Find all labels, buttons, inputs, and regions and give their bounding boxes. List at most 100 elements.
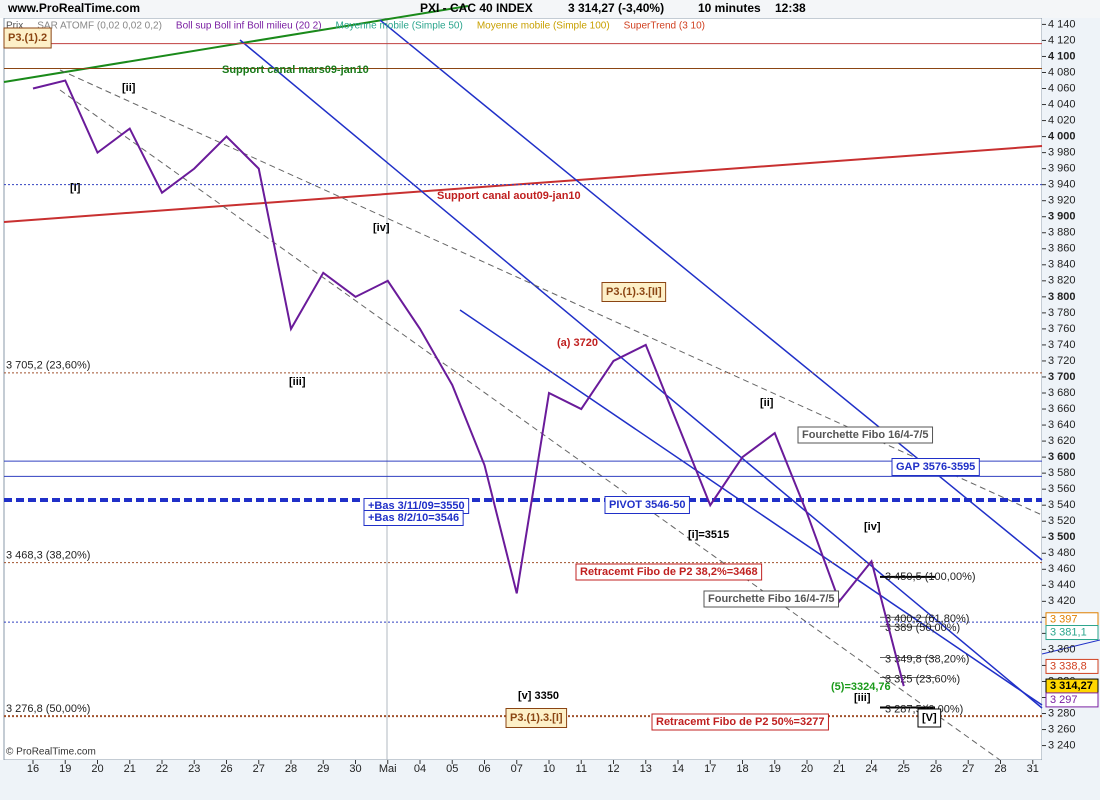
annotation: PIVOT 3546-50: [609, 499, 685, 511]
price-tag-label: 3 338,8: [1050, 660, 1087, 672]
y-tick-label: 3 920: [1048, 195, 1076, 207]
x-tick-label: 28: [994, 763, 1006, 775]
trend-line: [239, 39, 1043, 709]
price-tag: [1045, 692, 1099, 708]
annotation-box: [797, 426, 934, 444]
annotation-box: [891, 458, 980, 476]
x-tick-label: 20: [801, 763, 813, 775]
y-tick-label: 3 460: [1048, 563, 1076, 575]
x-tick-label: 28: [285, 763, 297, 775]
annotation-box: [505, 708, 568, 728]
x-tick-label: 12: [607, 763, 619, 775]
y-tick-label: 4 140: [1048, 18, 1076, 30]
instrument: PXI - CAC 40 INDEX: [420, 1, 533, 15]
y-tick-label: 3 420: [1048, 595, 1076, 607]
x-tick-label: 13: [640, 763, 652, 775]
y-tick-label: 3 580: [1048, 467, 1076, 479]
y-tick-label: 4 020: [1048, 114, 1076, 126]
y-tick-label: 4 060: [1048, 82, 1076, 94]
y-tick-label: 3 680: [1048, 387, 1076, 399]
fibo-label: 3 349,8 (38,20%): [885, 654, 969, 666]
y-tick-label: 3 440: [1048, 579, 1076, 591]
annotation: +Bas 8/2/10=3546: [368, 512, 459, 524]
fibo-label: 3 389 (50,00%): [885, 622, 960, 634]
y-tick-label: 3 360: [1048, 643, 1076, 655]
x-tick-label: 25: [898, 763, 910, 775]
indicator-legend: Moyenne mobile (Simple 50): [336, 21, 463, 32]
y-tick-label: 3 280: [1048, 707, 1076, 719]
x-tick-label: Mai: [379, 763, 397, 775]
price-tag-label: 3 314,27: [1050, 680, 1093, 692]
header-bar: [0, 0, 1100, 18]
x-tick-label: 31: [1027, 763, 1039, 775]
y-tick-label: 4 120: [1048, 34, 1076, 46]
indicator-legend: Prix: [6, 21, 23, 32]
y-tick-label: 3 900: [1048, 211, 1076, 223]
y-tick-label: 3 880: [1048, 227, 1076, 239]
y-tick-label: 3 480: [1048, 547, 1076, 559]
x-tick-label: 29: [317, 763, 329, 775]
annotation: P3.(1).2: [8, 32, 47, 44]
header: www.ProRealTime.com PXI - CAC 40 INDEX 3…: [6, 1, 806, 757]
annotation-box: [917, 708, 942, 728]
annotation: Retracemt Fibo de P2 38,2%=3468: [580, 566, 758, 578]
plot-area: [3, 17, 1043, 761]
annotation-box: [575, 563, 763, 581]
plot-layer: Prix SAR ATOMF (0,02 0,02 0,2) Boll sup Bo…: [3, 18, 1099, 775]
fibo-label: 3 400,2 (61,80%): [885, 613, 969, 625]
x-tick-label: 26: [220, 763, 232, 775]
x-tick-label: 05: [446, 763, 458, 775]
indicator-legend: SAR ATOMF (0,02 0,02 0,2): [37, 21, 162, 32]
y-tick-label: 3 260: [1048, 723, 1076, 735]
y-tick-label: 3 660: [1048, 403, 1076, 415]
y-tick-label: 3 240: [1048, 739, 1076, 751]
price-line: [32, 79, 905, 687]
y-tick-label: 3 600: [1048, 451, 1076, 463]
trend-line: [3, 145, 1043, 223]
indicator-legend: Boll sup Boll inf Boll milieu (20 2): [176, 21, 322, 32]
y-tick-label: 3 620: [1048, 435, 1076, 447]
time-axis-area: [0, 760, 1100, 800]
x-tick-label: 23: [188, 763, 200, 775]
x-tick-label: 17: [704, 763, 716, 775]
x-tick-label: 27: [253, 763, 265, 775]
x-tick-label: 21: [833, 763, 845, 775]
annotation: [v] 3350: [518, 690, 559, 702]
annotation: (5)=3324,76: [831, 681, 891, 693]
annotation: [iii]: [854, 692, 871, 704]
y-tick-label: 3 980: [1048, 147, 1076, 159]
annotation: P3.(1).3.[I]: [510, 712, 563, 724]
y-tick-label: 3 520: [1048, 515, 1076, 527]
y-tick-label: 3 780: [1048, 307, 1076, 319]
y-tick-label: 4 100: [1048, 50, 1076, 62]
annotation: [iii]: [289, 376, 306, 388]
annotation: Support canal mars09-jan10: [222, 64, 369, 76]
annotation: [iv]: [373, 222, 390, 234]
price-tag-label: 3 381,1: [1050, 626, 1087, 638]
price-tag: [1045, 625, 1099, 641]
x-tick-label: 19: [59, 763, 71, 775]
x-tick-label: 30: [349, 763, 361, 775]
y-tick-label: 3 960: [1048, 163, 1076, 175]
y-tick-label: 4 000: [1048, 130, 1076, 142]
y-tick-label: 3 640: [1048, 419, 1076, 431]
x-tick-label: 24: [865, 763, 877, 775]
trend-line: [1041, 639, 1100, 655]
y-tick-label: 3 540: [1048, 499, 1076, 511]
price-tag: [1045, 658, 1099, 674]
footer: © ProRealTime.com: [6, 747, 96, 758]
y-tick-label: 3 860: [1048, 243, 1076, 255]
y-tick-label: 3 560: [1048, 483, 1076, 495]
x-tick-label: 21: [124, 763, 136, 775]
x-tick-label: 18: [736, 763, 748, 775]
annotation-box: [601, 282, 667, 302]
y-tick-label: 3 760: [1048, 323, 1076, 335]
annotation: Fourchette Fibo 16/4-7/5: [802, 429, 929, 441]
price-tag-label: 3 297: [1050, 694, 1078, 706]
period: 10 minutes: [698, 1, 761, 15]
x-tick-label: 22: [156, 763, 168, 775]
y-tick-label: 3 940: [1048, 179, 1076, 191]
y-tick-label: 3 800: [1048, 291, 1076, 303]
annotation: [V]: [922, 712, 937, 724]
